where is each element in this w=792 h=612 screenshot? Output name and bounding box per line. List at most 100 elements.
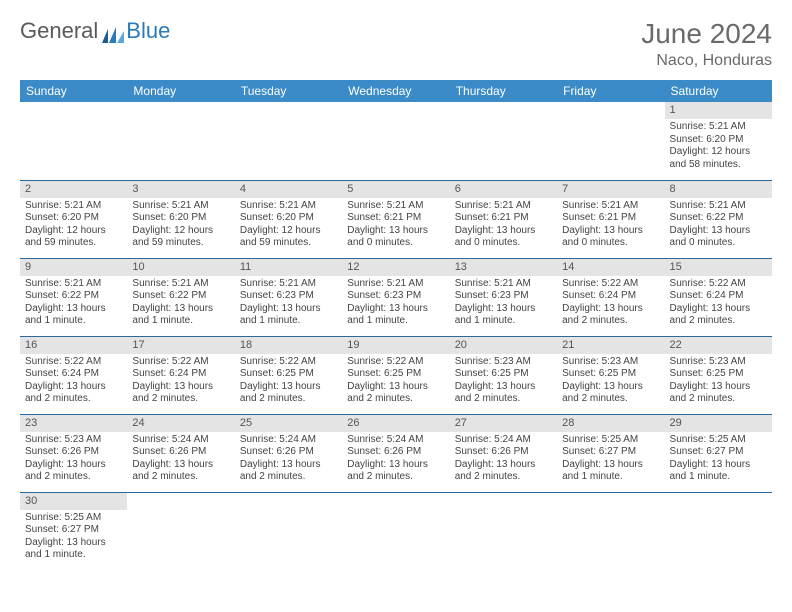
sunrise-text: Sunrise: 5:23 AM bbox=[25, 434, 122, 447]
day-cell: 19Sunrise: 5:22 AMSunset: 6:25 PMDayligh… bbox=[342, 336, 449, 414]
day-content: Sunrise: 5:22 AMSunset: 6:24 PMDaylight:… bbox=[557, 276, 664, 332]
sunset-text: Sunset: 6:20 PM bbox=[25, 212, 122, 225]
sunrise-text: Sunrise: 5:22 AM bbox=[562, 278, 659, 291]
day-content: Sunrise: 5:22 AMSunset: 6:25 PMDaylight:… bbox=[342, 354, 449, 410]
day-content: Sunrise: 5:21 AMSunset: 6:22 PMDaylight:… bbox=[127, 276, 234, 332]
day-cell: 28Sunrise: 5:25 AMSunset: 6:27 PMDayligh… bbox=[557, 414, 664, 492]
day-cell: 11Sunrise: 5:21 AMSunset: 6:23 PMDayligh… bbox=[235, 258, 342, 336]
day-number: 28 bbox=[557, 415, 664, 432]
day-cell: 15Sunrise: 5:22 AMSunset: 6:24 PMDayligh… bbox=[665, 258, 772, 336]
day-number: 17 bbox=[127, 337, 234, 354]
day-cell: 27Sunrise: 5:24 AMSunset: 6:26 PMDayligh… bbox=[450, 414, 557, 492]
sunrise-text: Sunrise: 5:21 AM bbox=[240, 278, 337, 291]
day-cell: 8Sunrise: 5:21 AMSunset: 6:22 PMDaylight… bbox=[665, 180, 772, 258]
day-cell: 24Sunrise: 5:24 AMSunset: 6:26 PMDayligh… bbox=[127, 414, 234, 492]
sunrise-text: Sunrise: 5:24 AM bbox=[347, 434, 444, 447]
sunrise-text: Sunrise: 5:22 AM bbox=[132, 356, 229, 369]
sunset-text: Sunset: 6:20 PM bbox=[240, 212, 337, 225]
sunset-text: Sunset: 6:21 PM bbox=[562, 212, 659, 225]
sunrise-text: Sunrise: 5:21 AM bbox=[670, 200, 767, 213]
daylight-text: Daylight: 13 hours and 2 minutes. bbox=[25, 459, 122, 484]
daylight-text: Daylight: 13 hours and 1 minute. bbox=[132, 303, 229, 328]
day-number: 23 bbox=[20, 415, 127, 432]
sunset-text: Sunset: 6:26 PM bbox=[132, 446, 229, 459]
calendar-table: Sunday Monday Tuesday Wednesday Thursday… bbox=[20, 80, 772, 570]
day-cell bbox=[127, 102, 234, 180]
day-content: Sunrise: 5:23 AMSunset: 6:25 PMDaylight:… bbox=[557, 354, 664, 410]
sunset-text: Sunset: 6:20 PM bbox=[132, 212, 229, 225]
day-content: Sunrise: 5:21 AMSunset: 6:21 PMDaylight:… bbox=[450, 198, 557, 254]
day-cell bbox=[127, 492, 234, 570]
sunset-text: Sunset: 6:25 PM bbox=[240, 368, 337, 381]
day-content: Sunrise: 5:21 AMSunset: 6:23 PMDaylight:… bbox=[450, 276, 557, 332]
day-content: Sunrise: 5:24 AMSunset: 6:26 PMDaylight:… bbox=[127, 432, 234, 488]
day-content: Sunrise: 5:21 AMSunset: 6:22 PMDaylight:… bbox=[20, 276, 127, 332]
daylight-text: Daylight: 12 hours and 59 minutes. bbox=[25, 225, 122, 250]
day-number: 29 bbox=[665, 415, 772, 432]
day-content: Sunrise: 5:24 AMSunset: 6:26 PMDaylight:… bbox=[342, 432, 449, 488]
day-cell: 2Sunrise: 5:21 AMSunset: 6:20 PMDaylight… bbox=[20, 180, 127, 258]
day-number: 5 bbox=[342, 181, 449, 198]
day-cell bbox=[557, 102, 664, 180]
sunrise-text: Sunrise: 5:22 AM bbox=[347, 356, 444, 369]
sunset-text: Sunset: 6:26 PM bbox=[25, 446, 122, 459]
sunset-text: Sunset: 6:27 PM bbox=[562, 446, 659, 459]
sunrise-text: Sunrise: 5:21 AM bbox=[347, 200, 444, 213]
sunrise-text: Sunrise: 5:21 AM bbox=[25, 200, 122, 213]
day-number: 13 bbox=[450, 259, 557, 276]
sunrise-text: Sunrise: 5:22 AM bbox=[670, 278, 767, 291]
day-cell: 16Sunrise: 5:22 AMSunset: 6:24 PMDayligh… bbox=[20, 336, 127, 414]
weekday-header-row: Sunday Monday Tuesday Wednesday Thursday… bbox=[20, 80, 772, 102]
day-cell bbox=[450, 492, 557, 570]
daylight-text: Daylight: 13 hours and 1 minute. bbox=[562, 459, 659, 484]
sunset-text: Sunset: 6:23 PM bbox=[347, 290, 444, 303]
day-cell: 29Sunrise: 5:25 AMSunset: 6:27 PMDayligh… bbox=[665, 414, 772, 492]
day-number: 9 bbox=[20, 259, 127, 276]
week-row: 2Sunrise: 5:21 AMSunset: 6:20 PMDaylight… bbox=[20, 180, 772, 258]
day-content: Sunrise: 5:24 AMSunset: 6:26 PMDaylight:… bbox=[450, 432, 557, 488]
day-cell: 30Sunrise: 5:25 AMSunset: 6:27 PMDayligh… bbox=[20, 492, 127, 570]
sunset-text: Sunset: 6:24 PM bbox=[670, 290, 767, 303]
day-content: Sunrise: 5:21 AMSunset: 6:23 PMDaylight:… bbox=[235, 276, 342, 332]
header: General Blue June 2024 Naco, Honduras bbox=[20, 18, 772, 70]
location: Naco, Honduras bbox=[641, 52, 772, 70]
sunset-text: Sunset: 6:20 PM bbox=[670, 134, 767, 147]
sunrise-text: Sunrise: 5:21 AM bbox=[562, 200, 659, 213]
week-row: 9Sunrise: 5:21 AMSunset: 6:22 PMDaylight… bbox=[20, 258, 772, 336]
daylight-text: Daylight: 12 hours and 59 minutes. bbox=[132, 225, 229, 250]
day-cell: 3Sunrise: 5:21 AMSunset: 6:20 PMDaylight… bbox=[127, 180, 234, 258]
weekday-header: Sunday bbox=[20, 80, 127, 102]
daylight-text: Daylight: 13 hours and 2 minutes. bbox=[347, 381, 444, 406]
daylight-text: Daylight: 13 hours and 2 minutes. bbox=[455, 381, 552, 406]
sunset-text: Sunset: 6:22 PM bbox=[670, 212, 767, 225]
day-number: 21 bbox=[557, 337, 664, 354]
day-content: Sunrise: 5:21 AMSunset: 6:22 PMDaylight:… bbox=[665, 198, 772, 254]
sunset-text: Sunset: 6:23 PM bbox=[455, 290, 552, 303]
day-content: Sunrise: 5:21 AMSunset: 6:23 PMDaylight:… bbox=[342, 276, 449, 332]
weekday-header: Tuesday bbox=[235, 80, 342, 102]
day-cell: 4Sunrise: 5:21 AMSunset: 6:20 PMDaylight… bbox=[235, 180, 342, 258]
day-content: Sunrise: 5:21 AMSunset: 6:20 PMDaylight:… bbox=[20, 198, 127, 254]
sunrise-text: Sunrise: 5:21 AM bbox=[455, 278, 552, 291]
sunset-text: Sunset: 6:25 PM bbox=[455, 368, 552, 381]
day-cell: 14Sunrise: 5:22 AMSunset: 6:24 PMDayligh… bbox=[557, 258, 664, 336]
day-content: Sunrise: 5:22 AMSunset: 6:24 PMDaylight:… bbox=[20, 354, 127, 410]
logo-text-2: Blue bbox=[126, 18, 170, 44]
sunrise-text: Sunrise: 5:24 AM bbox=[455, 434, 552, 447]
sunset-text: Sunset: 6:24 PM bbox=[562, 290, 659, 303]
day-content: Sunrise: 5:25 AMSunset: 6:27 PMDaylight:… bbox=[557, 432, 664, 488]
day-cell: 20Sunrise: 5:23 AMSunset: 6:25 PMDayligh… bbox=[450, 336, 557, 414]
daylight-text: Daylight: 13 hours and 2 minutes. bbox=[240, 381, 337, 406]
daylight-text: Daylight: 13 hours and 0 minutes. bbox=[562, 225, 659, 250]
day-number: 26 bbox=[342, 415, 449, 432]
daylight-text: Daylight: 13 hours and 0 minutes. bbox=[670, 225, 767, 250]
day-content: Sunrise: 5:23 AMSunset: 6:26 PMDaylight:… bbox=[20, 432, 127, 488]
title-block: June 2024 Naco, Honduras bbox=[641, 18, 772, 70]
sunrise-text: Sunrise: 5:25 AM bbox=[670, 434, 767, 447]
daylight-text: Daylight: 13 hours and 1 minute. bbox=[455, 303, 552, 328]
sunrise-text: Sunrise: 5:21 AM bbox=[670, 121, 767, 134]
day-cell bbox=[450, 102, 557, 180]
day-cell bbox=[235, 492, 342, 570]
day-content: Sunrise: 5:23 AMSunset: 6:25 PMDaylight:… bbox=[665, 354, 772, 410]
sunrise-text: Sunrise: 5:23 AM bbox=[670, 356, 767, 369]
